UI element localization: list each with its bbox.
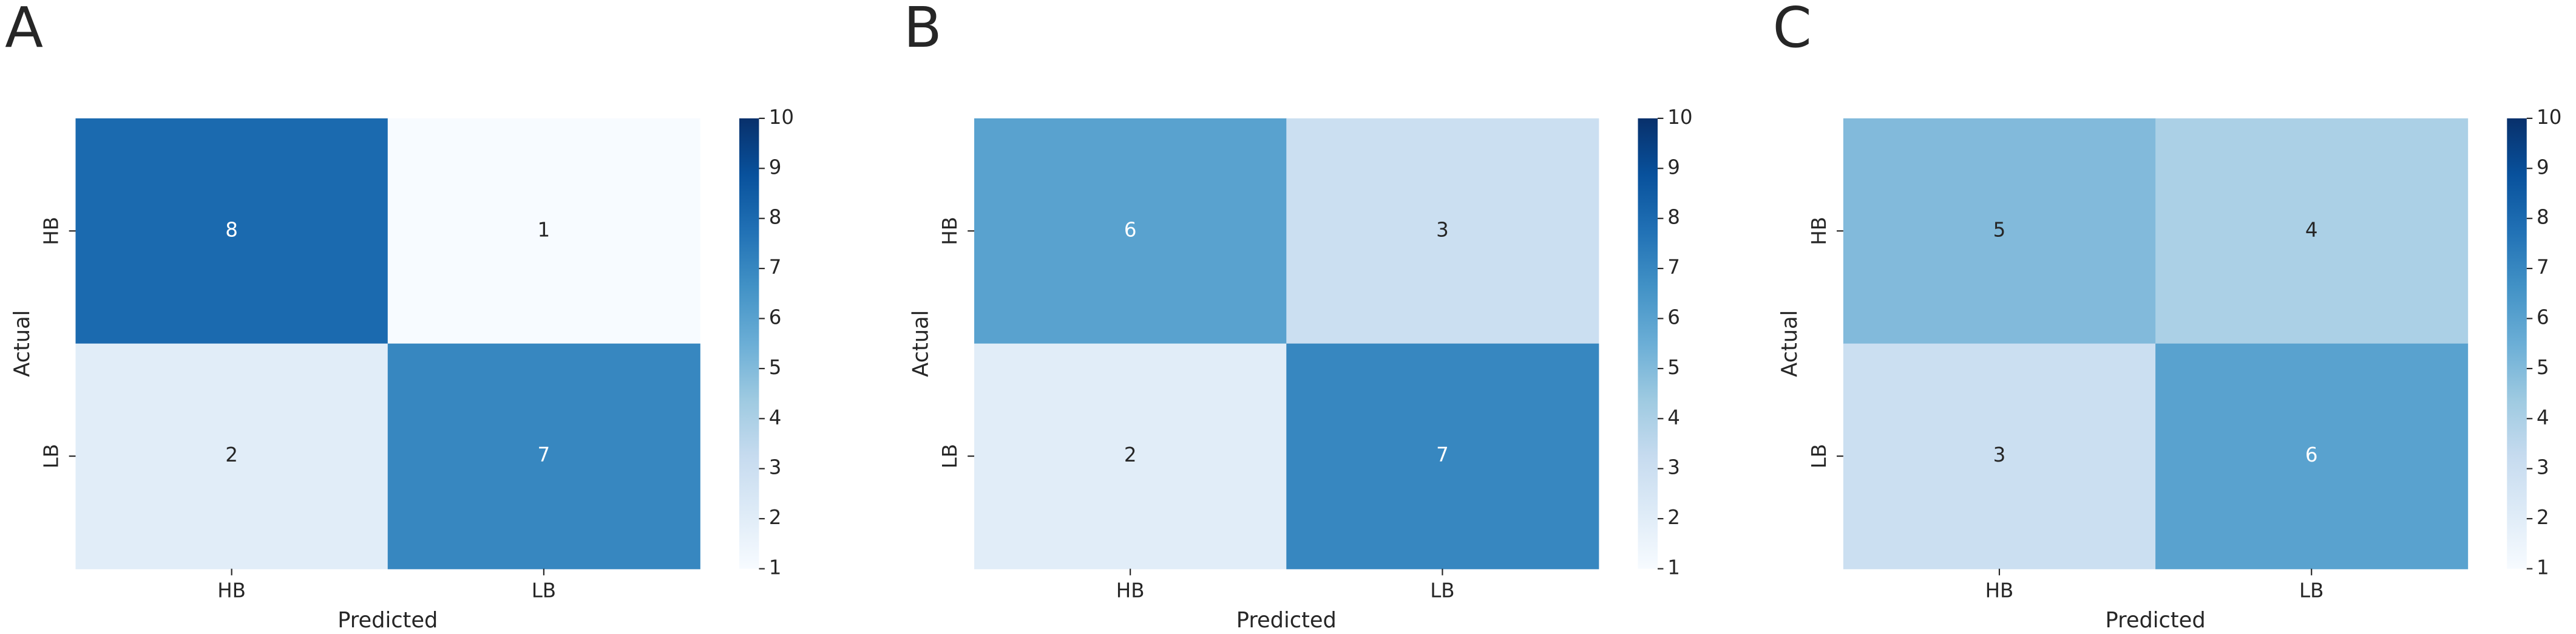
x-axis-label: Predicted — [337, 608, 438, 633]
cell-label: 8 — [225, 218, 238, 241]
panel-label: B — [904, 0, 942, 60]
colorbar-tick-label: 8 — [769, 206, 782, 229]
colorbar-tick-label: 2 — [2537, 506, 2549, 529]
y-axis-label: Actual — [10, 310, 35, 377]
colorbar-tick-label: 5 — [1667, 356, 1680, 379]
cell-label: 4 — [2305, 218, 2318, 241]
colorbar-tick-label: 4 — [2537, 406, 2549, 429]
y-tick-label: HB — [40, 217, 63, 245]
cell — [1843, 343, 2156, 570]
colorbar-tick-label: 3 — [1667, 456, 1680, 479]
y-tick-label: LB — [1808, 444, 1831, 468]
cell — [1286, 118, 1599, 344]
y-tick-label: HB — [938, 217, 961, 245]
cell-label: 2 — [225, 443, 238, 466]
colorbar-tick-label: 5 — [769, 356, 782, 379]
cell-label: 5 — [1993, 218, 2006, 241]
cell — [974, 343, 1287, 570]
x-tick-label: LB — [1430, 579, 1454, 602]
panel-label: A — [5, 0, 43, 60]
cell-label: 3 — [1993, 443, 2006, 466]
colorbar-tick-label: 7 — [1667, 256, 1680, 279]
y-axis-label: Actual — [908, 310, 933, 377]
x-axis-label: Predicted — [1236, 608, 1337, 633]
colorbar-tick-label: 6 — [1667, 306, 1680, 329]
x-tick-label: HB — [1116, 579, 1145, 602]
cell-label: 6 — [2305, 443, 2318, 466]
x-tick-label: LB — [532, 579, 556, 602]
colorbar — [2507, 118, 2527, 569]
colorbar-tick-label: 1 — [2537, 556, 2549, 579]
colorbar-tick-label: 4 — [1667, 406, 1680, 429]
cell — [1843, 118, 2156, 344]
colorbar-tick-label: 1 — [769, 556, 782, 579]
colorbar-tick-label: 9 — [769, 155, 782, 179]
cell — [387, 343, 700, 570]
colorbar-tick-label: 5 — [2537, 356, 2549, 379]
colorbar-tick-label: 10 — [1667, 106, 1692, 129]
colorbar-tick-label: 7 — [2537, 256, 2549, 279]
colorbar-tick-label: 9 — [2537, 155, 2549, 179]
y-tick-label: LB — [938, 444, 961, 468]
colorbar-tick-label: 10 — [2537, 106, 2561, 129]
colorbar-tick-label: 10 — [769, 106, 794, 129]
colorbar-tick-label: 6 — [769, 306, 782, 329]
y-tick-label: LB — [40, 444, 63, 468]
colorbar-tick-label: 3 — [2537, 456, 2549, 479]
colorbar-tick-label: 7 — [769, 256, 782, 279]
colorbar-tick-label: 1 — [1667, 556, 1680, 579]
cell — [2155, 343, 2469, 570]
cell-label: 1 — [538, 218, 551, 241]
cell — [387, 118, 700, 344]
cell — [75, 118, 388, 344]
colorbar — [1638, 118, 1658, 569]
y-axis-label: Actual — [1777, 310, 1802, 377]
panel-label: C — [1772, 0, 1811, 60]
colorbar-tick-label: 8 — [2537, 206, 2549, 229]
colorbar-tick-label: 2 — [1667, 506, 1680, 529]
colorbar-tick-label: 6 — [2537, 306, 2549, 329]
x-tick-label: LB — [2299, 579, 2323, 602]
colorbar-tick-label: 3 — [769, 456, 782, 479]
colorbar-tick-label: 9 — [1667, 155, 1680, 179]
colorbar-tick-label: 4 — [769, 406, 782, 429]
y-tick-label: HB — [1808, 217, 1831, 245]
cell — [1286, 343, 1599, 570]
cell — [2155, 118, 2469, 344]
colorbar-tick-label: 2 — [769, 506, 782, 529]
colorbar-tick-label: 8 — [1667, 206, 1680, 229]
cell-label: 7 — [1436, 443, 1449, 466]
x-axis-label: Predicted — [2106, 608, 2206, 633]
cell-label: 7 — [538, 443, 551, 466]
x-tick-label: HB — [1985, 579, 2014, 602]
cell-label: 3 — [1436, 218, 1449, 241]
cell-label: 6 — [1124, 218, 1137, 241]
x-tick-label: HB — [217, 579, 246, 602]
cell-label: 2 — [1124, 443, 1137, 466]
colorbar — [739, 118, 759, 569]
cell — [75, 343, 388, 570]
cell — [974, 118, 1287, 344]
